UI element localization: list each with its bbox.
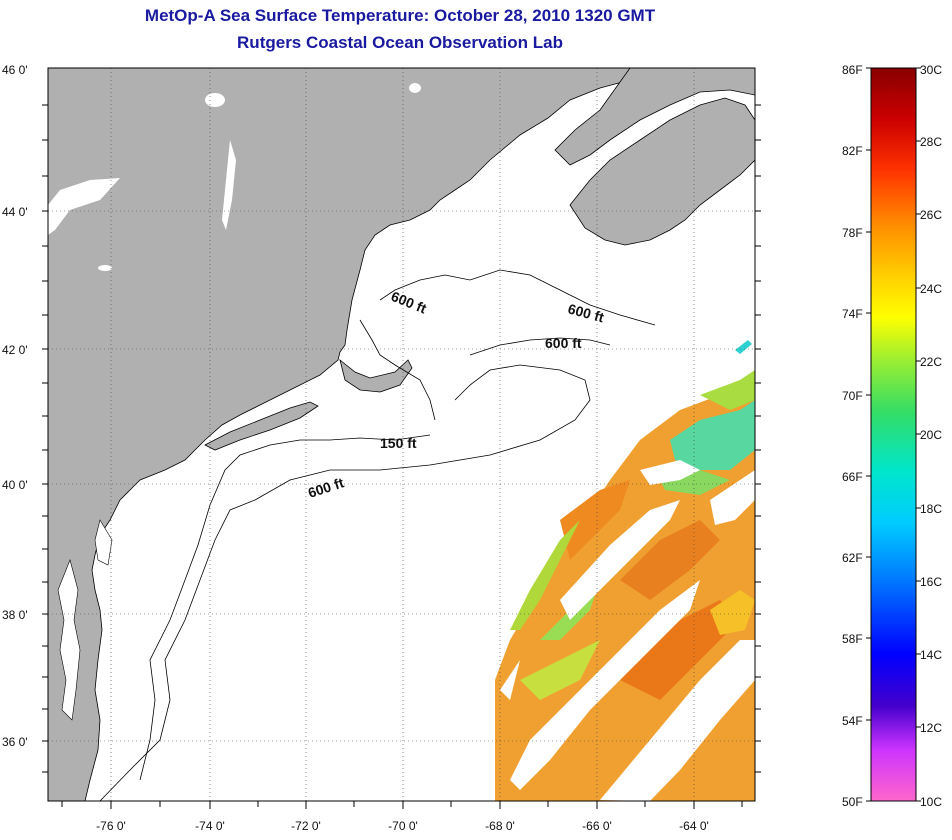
colorbar-c-label: 10C xyxy=(920,795,942,809)
lat-tick-label: 44 0' xyxy=(2,205,28,219)
land-cape-cod xyxy=(339,358,413,393)
land-new-brunswick xyxy=(554,68,755,166)
colorbar-c-label: 20C xyxy=(920,428,942,442)
lon-tick-label: -72 0' xyxy=(291,819,321,833)
delaware-bay xyxy=(94,519,113,566)
colorbar-c-label: 16C xyxy=(920,575,942,589)
lake xyxy=(409,83,421,93)
colorbar-c-label: 18C xyxy=(920,502,942,516)
colorbar-ticks xyxy=(866,67,921,802)
colorbar-f-label: 66F xyxy=(842,470,863,484)
colorbar-f-label: 70F xyxy=(842,389,863,403)
colorbar xyxy=(870,67,917,802)
lat-tick-label: 42 0' xyxy=(2,343,28,357)
map-subtitle: Rutgers Coastal Ocean Observation Lab xyxy=(237,33,563,52)
map-title: MetOp-A Sea Surface Temperature: October… xyxy=(144,6,656,25)
colorbar-f-label: 74F xyxy=(842,307,863,321)
lon-tick-label: -66 0' xyxy=(582,819,612,833)
colorbar-f-label: 50F xyxy=(842,795,863,809)
sst-swath xyxy=(495,338,755,801)
lake-ontario xyxy=(48,178,120,235)
land-long-island xyxy=(204,401,319,451)
ticks xyxy=(42,104,761,809)
chesapeake-bay xyxy=(57,559,81,721)
colorbar-f-label: 82F xyxy=(842,144,863,158)
lon-tick-label: -68 0' xyxy=(485,819,515,833)
colorbar-f-label: 86F xyxy=(842,63,863,77)
colorbar-c-label: 26C xyxy=(920,208,942,222)
colorbar-c-label: 22C xyxy=(920,355,942,369)
lake xyxy=(98,265,112,271)
colorbar-f-label: 58F xyxy=(842,632,863,646)
colorbar-f-label: 54F xyxy=(842,714,863,728)
lon-tick-label: -64 0' xyxy=(679,819,709,833)
land-nova-scotia xyxy=(569,97,755,246)
colorbar-c-label: 24C xyxy=(920,282,942,296)
map-frame xyxy=(47,67,756,802)
lat-tick-label: 36 0' xyxy=(2,735,28,749)
isobath-label: 600 ft xyxy=(545,335,582,351)
lon-tick-label: -74 0' xyxy=(195,819,225,833)
lon-tick-label: -70 0' xyxy=(388,819,418,833)
lat-tick-label: 46 0' xyxy=(2,63,28,77)
colorbar-f-label: 78F xyxy=(842,226,863,240)
isobath-label: 150 ft xyxy=(380,435,417,451)
colorbar-c-label: 14C xyxy=(920,648,942,662)
isobath-lines xyxy=(99,269,656,801)
colorbar-f-label: 62F xyxy=(842,551,863,565)
colorbar-c-label: 12C xyxy=(920,721,942,735)
colorbar-c-label: 30C xyxy=(920,63,942,77)
lon-tick-label: -76 0' xyxy=(96,819,126,833)
colorbar-c-label: 28C xyxy=(920,135,942,149)
lake-champlain xyxy=(222,140,236,230)
lat-tick-label: 40 0' xyxy=(2,478,28,492)
lake xyxy=(205,93,225,107)
land-mainland xyxy=(48,68,641,801)
lat-tick-label: 38 0' xyxy=(2,608,28,622)
